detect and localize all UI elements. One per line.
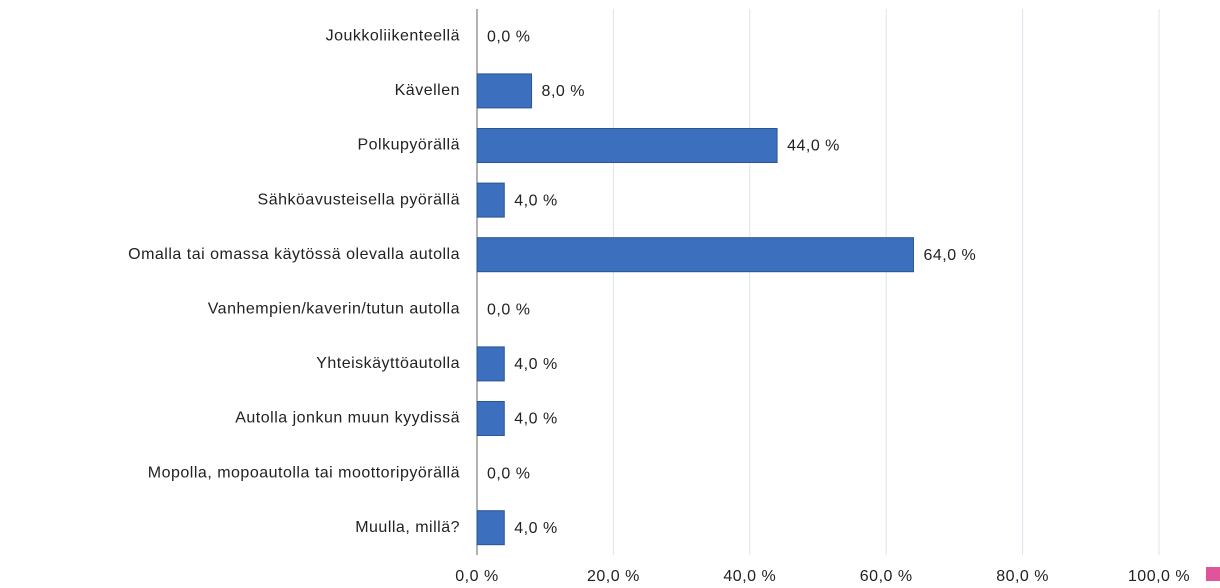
value-label: 0,0 % — [487, 29, 530, 46]
value-label: 4,0 % — [514, 520, 557, 537]
bar — [476, 510, 505, 546]
value-label: 64,0 % — [923, 247, 976, 264]
value-label: 44,0 % — [787, 138, 840, 155]
category-label: Mopolla, mopoautolla tai moottoripyöräll… — [148, 464, 460, 481]
bar — [476, 182, 505, 218]
bar — [476, 73, 533, 109]
bar — [476, 128, 778, 163]
x-tick-label: 100,0 % — [1128, 568, 1190, 585]
x-tick-label: 60,0 % — [860, 568, 913, 585]
bar — [476, 401, 505, 436]
x-tick-label: 20,0 % — [587, 568, 640, 585]
category-label: Autolla jonkun muun kyydissä — [235, 410, 460, 427]
value-label: 4,0 % — [514, 356, 557, 373]
category-label: Vanhempien/kaverin/tutun autolla — [208, 301, 460, 318]
category-label: Sähköavusteisella pyörällä — [258, 191, 460, 208]
x-tick-label: 0,0 % — [455, 568, 498, 585]
category-label: Kävellen — [395, 82, 460, 99]
value-label: 4,0 % — [514, 411, 557, 428]
bar — [476, 237, 914, 273]
bar — [476, 346, 505, 382]
category-label: Polkupyörällä — [357, 137, 460, 154]
x-tick-label: 80,0 % — [996, 568, 1049, 585]
category-label: Yhteiskäyttöautolla — [316, 355, 460, 372]
value-label: 0,0 % — [487, 465, 530, 482]
corner-marker — [1206, 567, 1220, 581]
value-label: 4,0 % — [514, 192, 557, 209]
category-label: Joukkoliikenteellä — [326, 28, 460, 45]
value-label: 0,0 % — [487, 302, 530, 319]
category-label: Omalla tai omassa käytössä olevalla auto… — [128, 246, 460, 263]
value-label: 8,0 % — [542, 83, 585, 100]
x-tick-label: 40,0 % — [723, 568, 776, 585]
category-label: Muulla, millä? — [355, 519, 460, 536]
